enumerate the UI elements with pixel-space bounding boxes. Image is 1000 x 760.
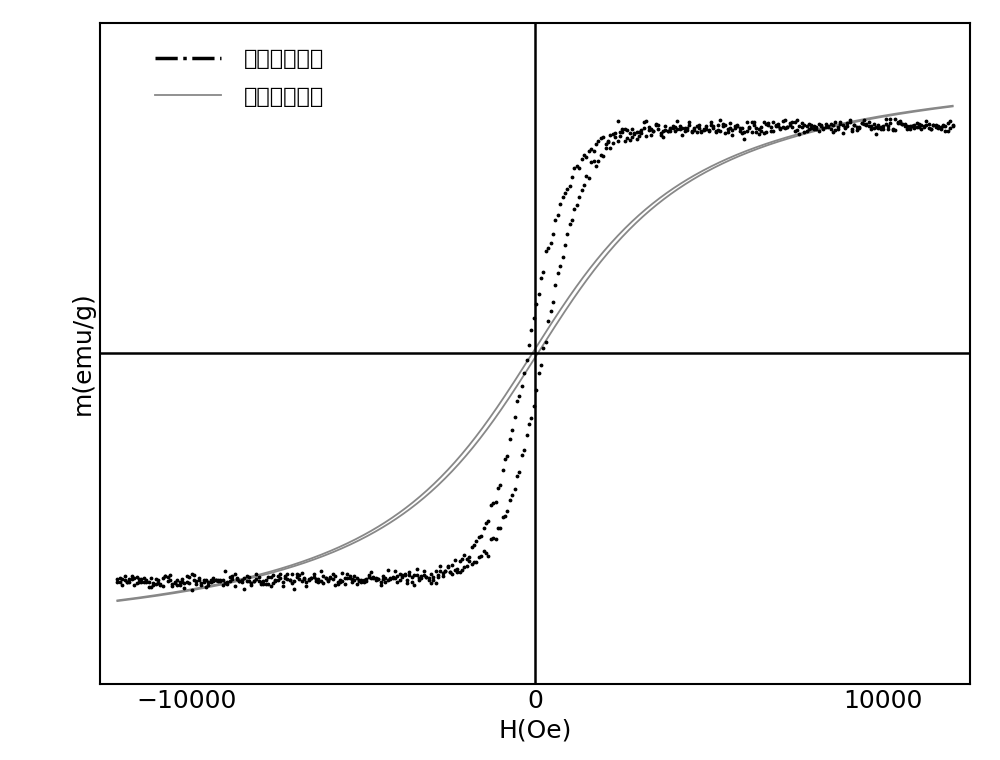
Legend: 磁场垂直平面, 磁场平行平面: 磁场垂直平面, 磁场平行平面	[146, 40, 333, 116]
X-axis label: H(Oe): H(Oe)	[498, 718, 572, 743]
Y-axis label: m(emu/g): m(emu/g)	[70, 292, 94, 415]
